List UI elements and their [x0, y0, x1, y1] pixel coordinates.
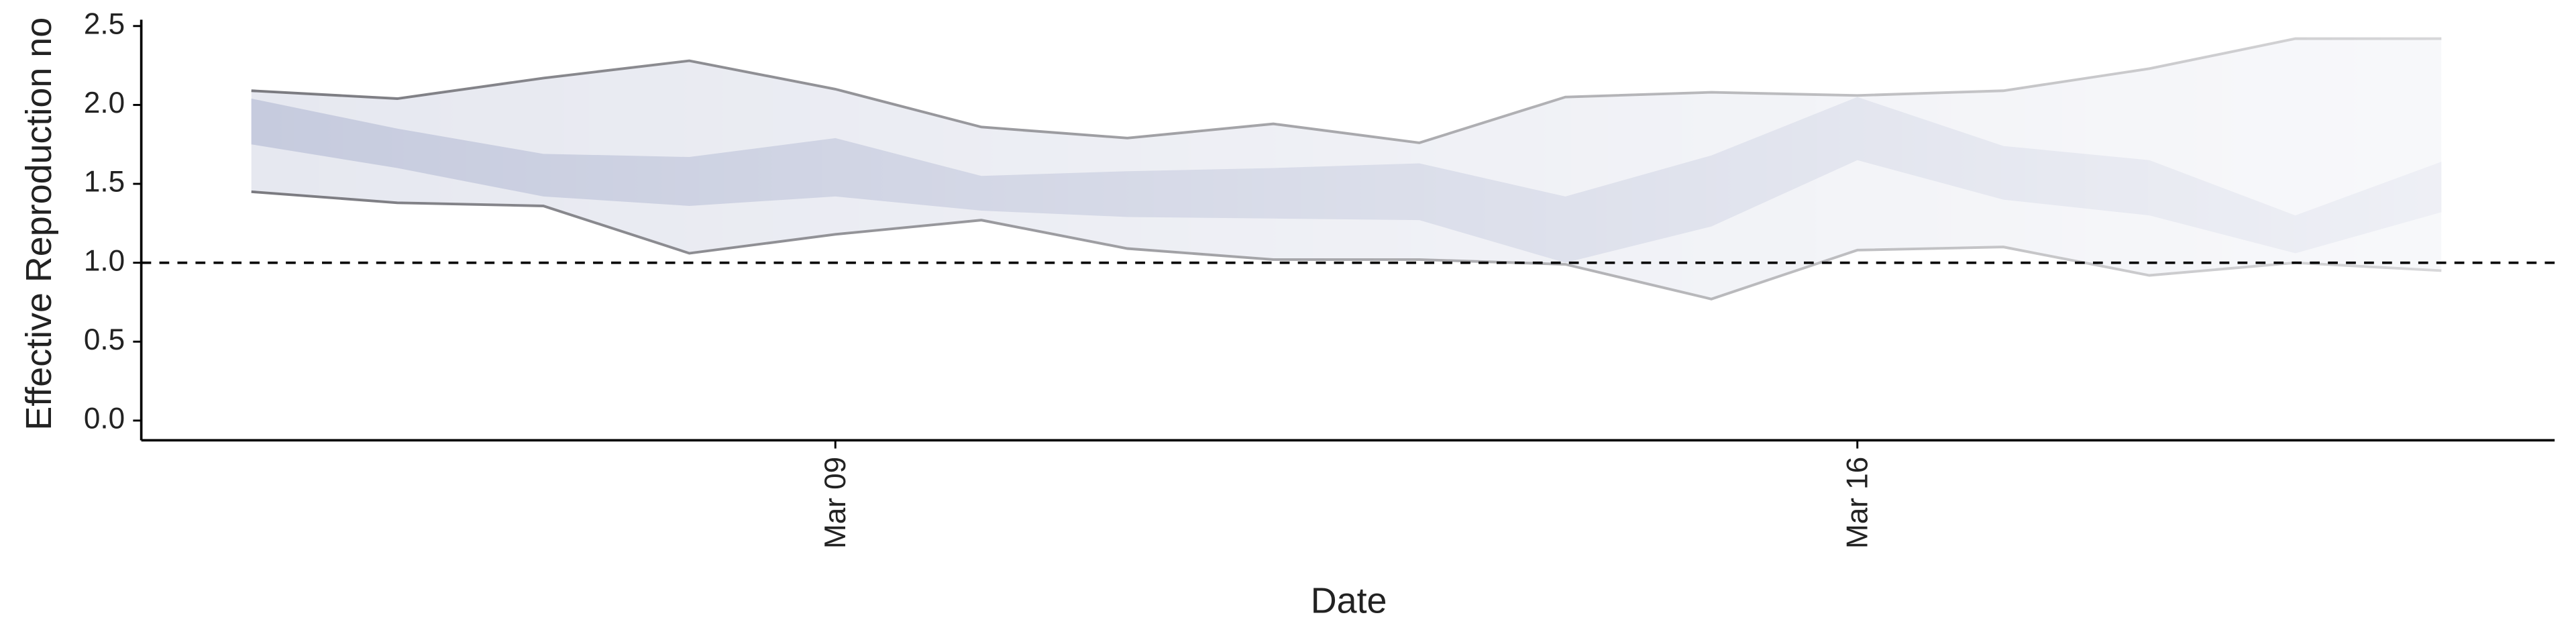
axes: 0.0 0.5 1.0 1.5 2.0 2.5 Mar 09 Mar 16 [84, 7, 2555, 549]
y-tick-label: 2.5 [84, 7, 125, 40]
interval-band [251, 97, 2442, 263]
x-axis-label: Date [1311, 580, 1387, 621]
y-tick-label: 0.0 [84, 402, 125, 435]
interval-line [251, 190, 2442, 301]
plot-area [251, 37, 2442, 301]
y-tick-label: 1.5 [84, 166, 125, 199]
x-tick-label: Mar 16 [1841, 457, 1874, 549]
y-tick-label: 2.0 [84, 87, 125, 119]
y-tick-label: 0.5 [84, 323, 125, 356]
interval-line [251, 37, 2442, 144]
y-axis-label: Effective Reproduction no [19, 17, 59, 431]
y-tick-label: 1.0 [84, 244, 125, 277]
x-tick-label: Mar 09 [819, 457, 852, 549]
